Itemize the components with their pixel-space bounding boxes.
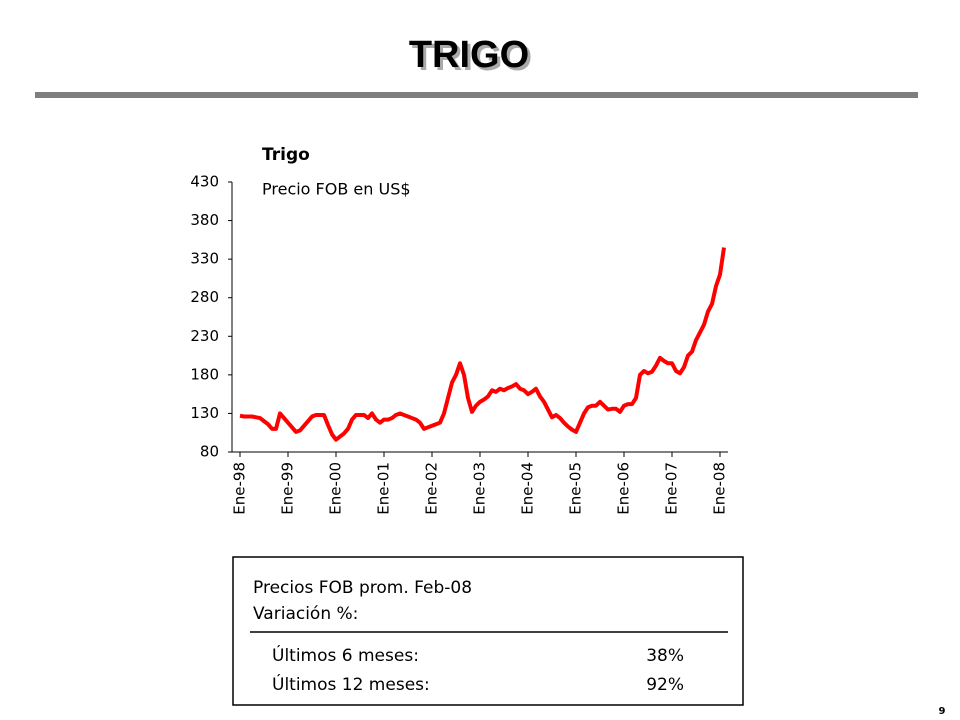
- row-label: Últimos 6 meses:: [272, 644, 419, 666]
- x-tick-label: Ene-08: [711, 462, 729, 515]
- slide-title: TRIGO: [409, 34, 529, 76]
- chart-title: Trigo: [262, 145, 310, 165]
- title-rule: [35, 92, 918, 98]
- y-tick-label: 430: [190, 173, 219, 191]
- y-tick-label: 130: [190, 404, 219, 422]
- x-tick-label: Ene-02: [423, 462, 441, 515]
- x-tick-label: Ene-04: [519, 462, 537, 515]
- x-tick-label: Ene-98: [231, 462, 249, 515]
- row-label: Últimos 12 meses:: [272, 673, 430, 695]
- summary-title: Precios FOB prom. Feb-08: [253, 578, 472, 598]
- row-value: 38%: [646, 646, 684, 666]
- x-tick-label: Ene-05: [567, 462, 585, 515]
- title-shadow: TRIGO: [412, 37, 532, 79]
- y-tick-label: 80: [200, 443, 219, 461]
- x-tick-label: Ene-06: [615, 462, 633, 515]
- summary-subtitle: Variación %:: [253, 604, 358, 624]
- page-number: 9: [939, 706, 946, 717]
- y-tick-label: 180: [190, 365, 219, 383]
- x-tick-label: Ene-00: [327, 462, 345, 515]
- y-tick-label: 330: [190, 250, 219, 268]
- y-tick-label: 280: [190, 288, 219, 306]
- price-line: [239, 247, 726, 442]
- y-tick-label: 380: [190, 211, 219, 229]
- chart-subtitle: Precio FOB en US$: [262, 180, 411, 199]
- x-tick-label: Ene-03: [471, 462, 489, 515]
- x-tick-label: Ene-07: [663, 462, 681, 515]
- y-tick-label: 230: [190, 327, 219, 345]
- summary-box: [232, 556, 744, 706]
- x-tick-label: Ene-01: [375, 462, 393, 515]
- row-value: 92%: [646, 675, 684, 695]
- x-tick-label: Ene-99: [279, 462, 297, 515]
